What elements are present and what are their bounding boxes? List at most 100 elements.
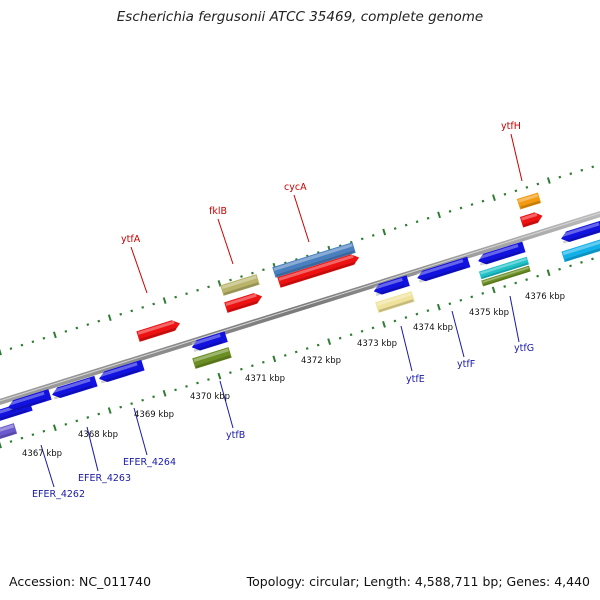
position-label: 4376 kbp [525,292,565,302]
gene-feature-ytfG-region-a [478,256,530,280]
gene-feature-left-region-shade [0,431,17,441]
gene-feature-ytfH-shine [521,212,538,221]
gene-label-ytfG[interactable]: ytfG [514,343,534,354]
tick-mark [360,237,364,241]
gene-feature-ytfH-region-shade [520,200,541,209]
tick-mark [240,275,243,278]
tick-mark [371,234,375,237]
gene-label-fklB[interactable]: fklB [209,206,227,217]
upper-tick-track [0,165,595,356]
gene-feature-ytfB-shade [193,340,223,353]
lower-tick-track [0,257,594,449]
gene-feature-left-region-shine [0,424,15,434]
gene-label-EFER_4263[interactable]: EFER_4263 [78,473,131,484]
gene-feature-ytfA [136,320,180,342]
callout-fklB [217,218,234,265]
gene-feature-ytfF-shade [419,266,466,283]
position-label: 4375 kbp [469,308,509,318]
tick-mark [141,306,145,309]
tick-mark [217,280,222,287]
gene-feature-EFER_4262b [7,389,52,413]
tick-mark [107,314,112,322]
gene-label-EFER_4262[interactable]: EFER_4262 [32,489,85,500]
tick-mark [119,312,123,316]
tick-mark [42,336,46,340]
callout-ytfF [451,310,465,358]
tick-mark [404,223,408,227]
tick-mark [9,347,13,350]
gene-feature-EFER_4263-shine [51,378,91,394]
gene-feature-ytfB-body [191,331,228,351]
gene-feature-right-body [561,219,600,243]
gene-feature-fklB-region-shade [223,282,259,296]
position-label: 4369 kbp [134,410,174,420]
tick-mark [382,228,387,236]
tick-mark [481,292,485,295]
position-label: 4367 kbp [22,449,62,459]
gene-feature-right-region-body [561,237,600,263]
tick-mark [174,388,177,392]
tick-mark [580,261,583,264]
position-label: 4371 kbp [245,374,285,384]
position-labels: 4367 kbp 4368 kbp 4369 kbp 4370 kbp 4371… [22,292,565,459]
tick-mark [546,269,551,277]
gene-feature-ytfA-shine [137,320,175,335]
gene-feature-EFER_4263-body [52,375,98,399]
gene-feature-ytfB-shine [191,333,221,346]
gene-label-cycA[interactable]: cycA [284,182,307,193]
position-label: 4372 kbp [301,356,341,366]
gene-label-ytfA[interactable]: ytfA [121,234,141,245]
tick-mark [52,424,57,432]
gene-feature-ytfE-region-shade [378,299,414,313]
tick-mark [20,343,24,347]
gene-feature-ytfE-shine [373,277,403,290]
gene-label-ytfB[interactable]: ytfB [226,430,245,441]
gene-feature-cycA-region-shine [273,243,353,271]
tick-mark [20,436,24,440]
gene-feature-fklB-shine [225,293,257,307]
tick-mark [525,186,529,189]
gene-label-ytfH[interactable]: ytfH [501,121,521,132]
tick-mark [426,216,430,220]
tick-mark [52,331,57,339]
gene-feature-cycA-region-body [272,242,356,278]
tick-mark [327,338,332,345]
tick-mark [42,429,46,433]
gene-label-EFER_4264[interactable]: EFER_4264 [123,457,176,468]
gene-feature-EFER_4264-body [99,359,145,383]
gene-label-ytfE[interactable]: ytfE [406,374,425,385]
gene-feature-fklB-region-shine [221,275,257,290]
callout-ytfB [219,380,234,429]
tick-mark [316,343,320,347]
tick-mark [196,288,199,292]
tick-mark [141,398,145,402]
gene-feature-ytfE-shade [375,284,405,297]
gene-feature-ytfA-shade [139,327,177,342]
tick-mark [470,203,474,206]
tick-mark [514,189,518,193]
tick-mark [152,395,155,399]
gene-feature-fklB-body [224,293,263,313]
tick-mark [436,303,441,311]
genome-summary-text: Topology: circular; Length: 4,588,711 bp… [246,574,590,589]
callout-ytfH [510,133,523,182]
tick-mark [503,285,507,288]
tick-mark [360,329,364,333]
tick-mark [75,326,79,330]
tick-mark [591,257,594,261]
gene-feature-EFER_4264-shade [100,369,140,384]
gene-feature-right-region-shade [564,246,600,262]
tick-mark [525,278,529,281]
tick-mark [349,333,353,337]
gene-feature-ytfH-body [519,212,543,228]
gene-feature-ytfG-region-b-shade [483,270,530,286]
gene-feature-ytfG-region-b-body [481,265,531,287]
tick-mark [86,416,90,419]
gene-feature-right [560,219,600,244]
tick-mark [31,340,35,344]
gene-feature-ytfF-body [417,256,471,282]
gene-feature-EFER_4262b-shine [7,391,45,406]
position-label: 4368 kbp [78,430,118,440]
gene-feature-right-region-shine [562,239,600,256]
gene-label-ytfF[interactable]: ytfF [457,359,475,370]
